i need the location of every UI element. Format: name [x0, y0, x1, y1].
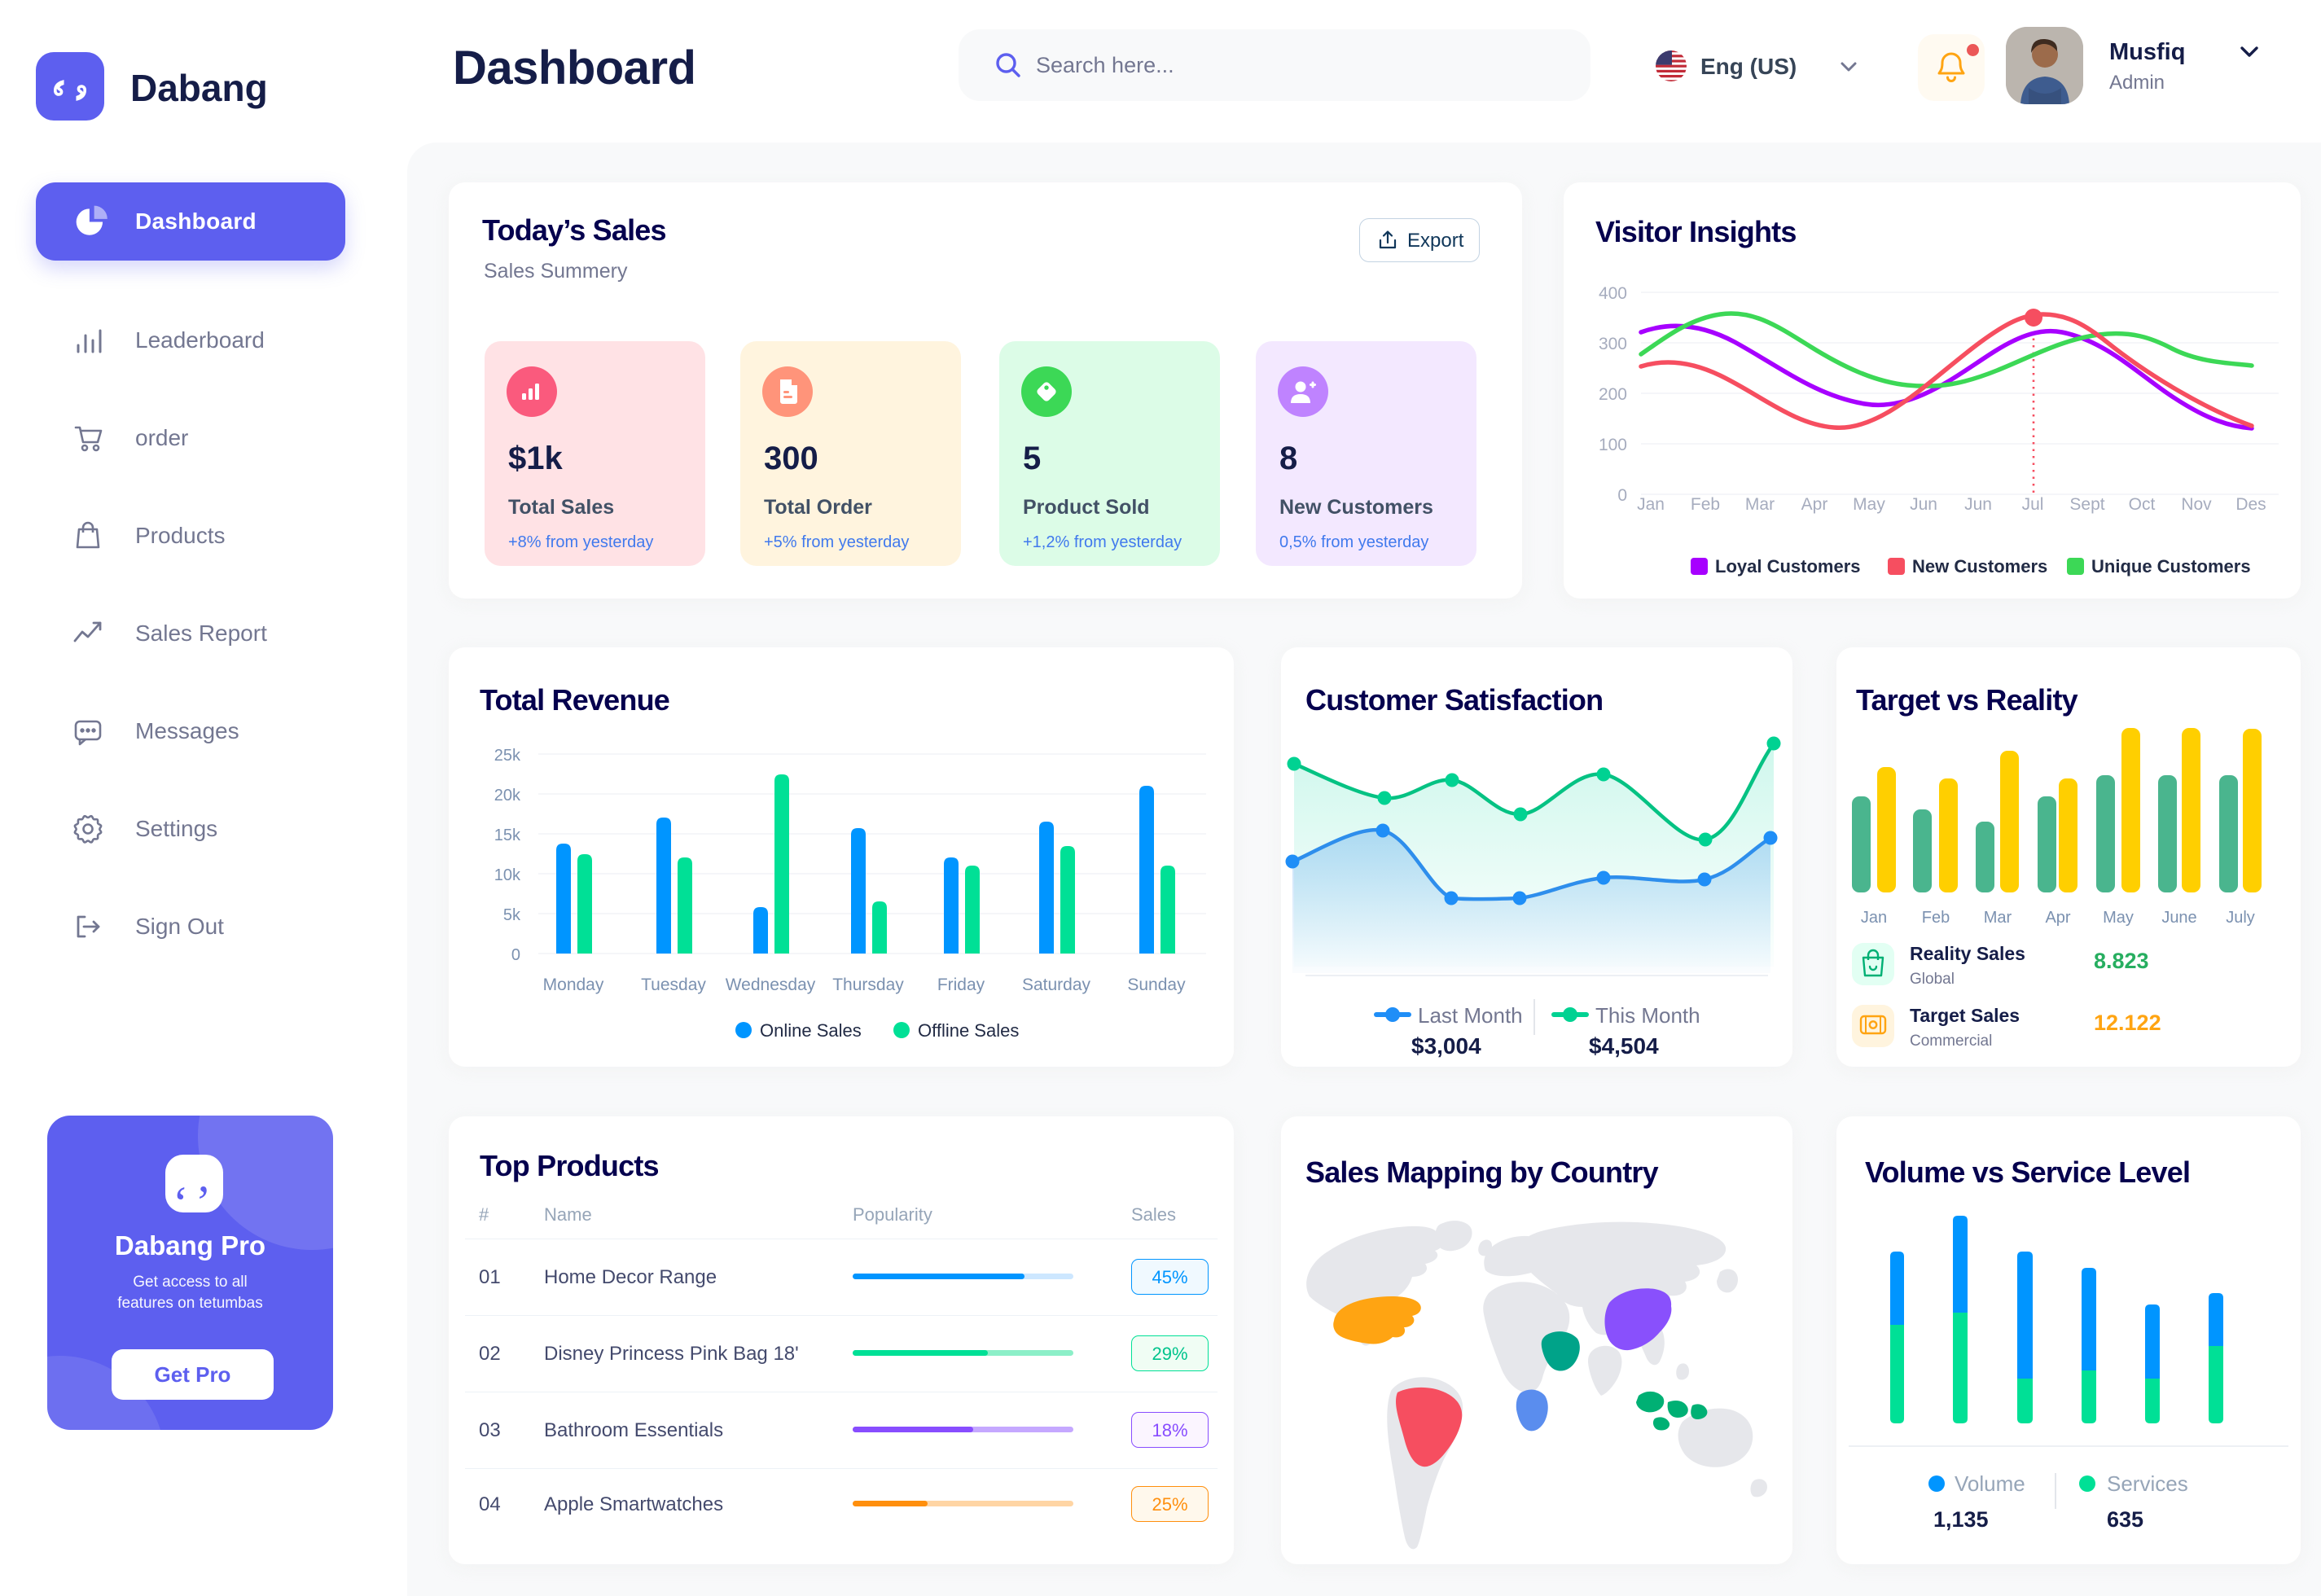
svg-text:$4,504: $4,504 — [1589, 1033, 1659, 1059]
svg-text:Oct: Oct — [2129, 495, 2156, 514]
svg-text:Volume: Volume — [1955, 1471, 2025, 1496]
svg-text:Feb: Feb — [1691, 495, 1720, 514]
svg-text:25k: 25k — [494, 747, 521, 765]
svg-text:New Customers: New Customers — [1912, 556, 2047, 577]
svg-text:Apr: Apr — [1801, 495, 1828, 514]
svg-text:Monday: Monday — [543, 976, 604, 994]
svg-text:Sept: Sept — [2069, 495, 2104, 514]
svg-text:Jul: Jul — [2022, 495, 2044, 514]
svg-text:Saturday: Saturday — [1022, 976, 1091, 994]
svg-text:Mar: Mar — [1745, 495, 1775, 514]
svg-text:300: 300 — [1599, 335, 1627, 353]
svg-text:0: 0 — [1617, 486, 1627, 505]
svg-text:June: June — [2161, 909, 2196, 927]
svg-text:Tuesday: Tuesday — [641, 976, 706, 994]
svg-text:400: 400 — [1599, 284, 1627, 303]
svg-text:Online Sales: Online Sales — [760, 1020, 862, 1041]
svg-text:12.122: 12.122 — [2094, 1011, 2161, 1035]
svg-text:May: May — [1853, 495, 1885, 514]
svg-text:Mar: Mar — [1984, 909, 2012, 927]
svg-text:8.823: 8.823 — [2094, 949, 2149, 973]
svg-text:Thursday: Thursday — [832, 976, 904, 994]
svg-text:Jun: Jun — [1964, 495, 1992, 514]
svg-text:May: May — [2103, 909, 2134, 927]
svg-text:Jan: Jan — [1637, 495, 1665, 514]
svg-text:5k: 5k — [503, 906, 521, 924]
svg-text:Global: Global — [1910, 971, 1955, 988]
svg-text:200: 200 — [1599, 385, 1627, 404]
svg-text:Last Month: Last Month — [1418, 1003, 1523, 1028]
svg-text:1,135: 1,135 — [1933, 1507, 1989, 1532]
svg-text:$3,004: $3,004 — [1411, 1033, 1481, 1059]
svg-text:Services: Services — [2107, 1471, 2188, 1496]
svg-text:Jan: Jan — [1861, 909, 1887, 927]
svg-text:Target Sales: Target Sales — [1910, 1005, 2020, 1026]
svg-text:Feb: Feb — [1922, 909, 1950, 927]
svg-text:100: 100 — [1599, 436, 1627, 454]
svg-text:15k: 15k — [494, 826, 521, 844]
svg-text:Loyal Customers: Loyal Customers — [1715, 556, 1861, 577]
svg-text:0: 0 — [511, 946, 520, 964]
svg-text:Nov: Nov — [2181, 495, 2212, 514]
svg-text:Offline Sales: Offline Sales — [918, 1020, 1019, 1041]
svg-text:Jun: Jun — [1910, 495, 1937, 514]
svg-text:Reality Sales: Reality Sales — [1910, 943, 2025, 964]
svg-text:Wednesday: Wednesday — [726, 976, 816, 994]
svg-text:Des: Des — [2235, 495, 2266, 514]
svg-text:Commercial: Commercial — [1910, 1033, 1992, 1050]
svg-text:10k: 10k — [494, 866, 521, 884]
svg-text:Sunday: Sunday — [1127, 976, 1186, 994]
svg-text:20k: 20k — [494, 787, 521, 805]
svg-text:July: July — [2226, 909, 2255, 927]
svg-text:Friday: Friday — [937, 976, 985, 994]
svg-text:This Month: This Month — [1595, 1003, 1700, 1028]
svg-text:Apr: Apr — [2045, 909, 2070, 927]
svg-text:Unique Customers: Unique Customers — [2091, 556, 2251, 577]
svg-text:635: 635 — [2107, 1507, 2143, 1532]
